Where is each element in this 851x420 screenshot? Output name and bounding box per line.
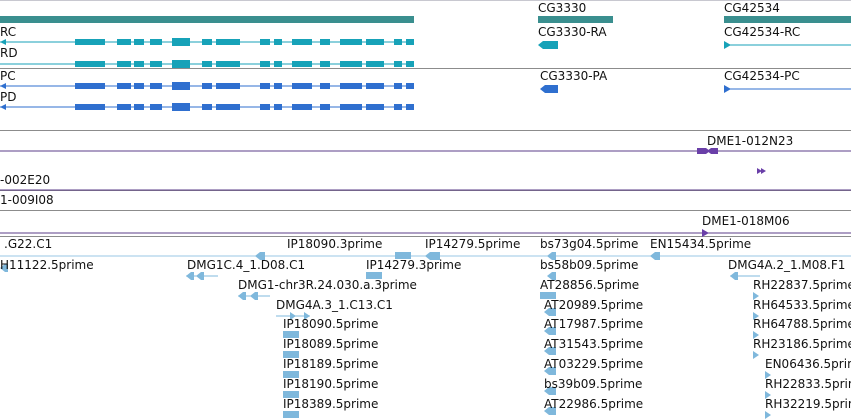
clone-label-e20[interactable]: -002E20	[0, 173, 51, 187]
arrow-left-icon	[0, 39, 6, 45]
gene-bar-cg42534[interactable]	[724, 16, 851, 23]
transcript-label-cg3330-pa[interactable]: CG3330-PA	[540, 69, 608, 83]
arrow-left-icon	[0, 83, 6, 89]
est-label[interactable]: bs58b09.5prime	[540, 258, 639, 272]
est-label[interactable]: RH22837.5prime	[753, 278, 851, 292]
clone-label-m06[interactable]: DME1-018M06	[702, 214, 790, 228]
est-label[interactable]: RH32219.5prime	[765, 397, 851, 411]
arrow-right-icon	[724, 41, 731, 49]
est-label[interactable]: EN15434.5prime	[650, 237, 752, 251]
est-label[interactable]: H11122.5prime	[0, 258, 94, 272]
est-label[interactable]: IP18190.5prime	[283, 377, 379, 391]
est-label[interactable]: AT28856.5prime	[540, 278, 640, 292]
clone-block-n23b[interactable]	[707, 148, 718, 154]
exon-blocks-pd[interactable]	[75, 103, 414, 111]
arrow-right-icon	[724, 85, 731, 93]
est-label[interactable]: IP18189.5prime	[283, 357, 379, 371]
transcript-label-rd[interactable]: RD	[0, 46, 18, 60]
exon-blocks-rd[interactable]	[75, 60, 414, 68]
est-label[interactable]: RH64533.5prime	[753, 298, 851, 312]
track-separator	[0, 0, 851, 1]
est-label[interactable]: IP14279.5prime	[425, 237, 521, 251]
est-label[interactable]: RH64788.5prime	[753, 317, 851, 331]
transcript-label-cg42534-rc[interactable]: CG42534-RC	[724, 25, 801, 39]
est-blocks[interactable]	[0, 252, 771, 419]
protein-block-cg3330-pa[interactable]	[540, 85, 558, 93]
est-label[interactable]: IP18389.5prime	[283, 397, 379, 411]
track-separator	[0, 210, 851, 211]
gene-bar-cg3330[interactable]	[538, 16, 613, 23]
est-label[interactable]: IP18090.5prime	[283, 317, 379, 331]
est-label[interactable]: bs73g04.5prime	[540, 237, 639, 251]
gene-bar-left[interactable]	[0, 16, 414, 23]
est-label[interactable]: AT20989.5prime	[544, 298, 644, 312]
est-label[interactable]: IP18089.5prime	[283, 337, 379, 351]
transcript-label-cg42534-pc[interactable]: CG42534-PC	[724, 69, 800, 83]
clone-arrow	[761, 168, 766, 174]
est-label[interactable]: AT17987.5prime	[544, 317, 644, 331]
est-label[interactable]: EN06436.5prime	[765, 357, 851, 371]
clone-block-n23[interactable]	[697, 148, 710, 154]
track-separator	[0, 236, 851, 237]
track-separator	[0, 130, 851, 131]
clone-label-i08[interactable]: 1-009I08	[0, 193, 54, 207]
est-label[interactable]: IP14279.3prime	[366, 258, 462, 272]
est-label[interactable]: .G22.C1	[4, 237, 53, 251]
transcript-label-pc[interactable]: PC	[0, 69, 16, 83]
exon-blocks-pc[interactable]	[75, 82, 414, 90]
gene-label-cg42534[interactable]: CG42534	[724, 1, 780, 15]
clone-label-n23[interactable]: DME1-012N23	[707, 134, 794, 148]
est-label[interactable]: DMG1-chr3R.24.030.a.3prime	[238, 278, 417, 292]
transcript-block-cg3330-ra[interactable]	[538, 41, 558, 49]
transcript-label-rc[interactable]: RC	[0, 25, 17, 39]
est-label[interactable]: DMG4A.2_1.M08.F1	[728, 258, 846, 272]
est-label[interactable]: AT22986.5prime	[544, 397, 644, 411]
exon-blocks-rc[interactable]	[75, 38, 414, 46]
est-label[interactable]: bs39b09.5prime	[544, 377, 643, 391]
arrow-left-icon	[0, 104, 6, 110]
transcript-label-pd[interactable]: PD	[0, 90, 17, 104]
est-label[interactable]: IP18090.3prime	[287, 237, 383, 251]
clone-arrow	[702, 229, 709, 237]
clone-arrow	[757, 168, 762, 174]
track-separator	[0, 68, 851, 69]
est-label[interactable]: RH22833.5prime	[765, 377, 851, 391]
est-label[interactable]: AT03229.5prime	[544, 357, 644, 371]
est-label[interactable]: DMG1C.4_1.D08.C1	[187, 258, 306, 272]
gene-label-cg3330[interactable]: CG3330	[538, 1, 587, 15]
transcript-label-cg3330-ra[interactable]: CG3330-RA	[538, 25, 607, 39]
est-label[interactable]: AT31543.5prime	[544, 337, 644, 351]
est-label[interactable]: DMG4A.3_1.C13.C1	[276, 298, 393, 312]
est-label[interactable]: RH23186.5prime	[753, 337, 851, 351]
